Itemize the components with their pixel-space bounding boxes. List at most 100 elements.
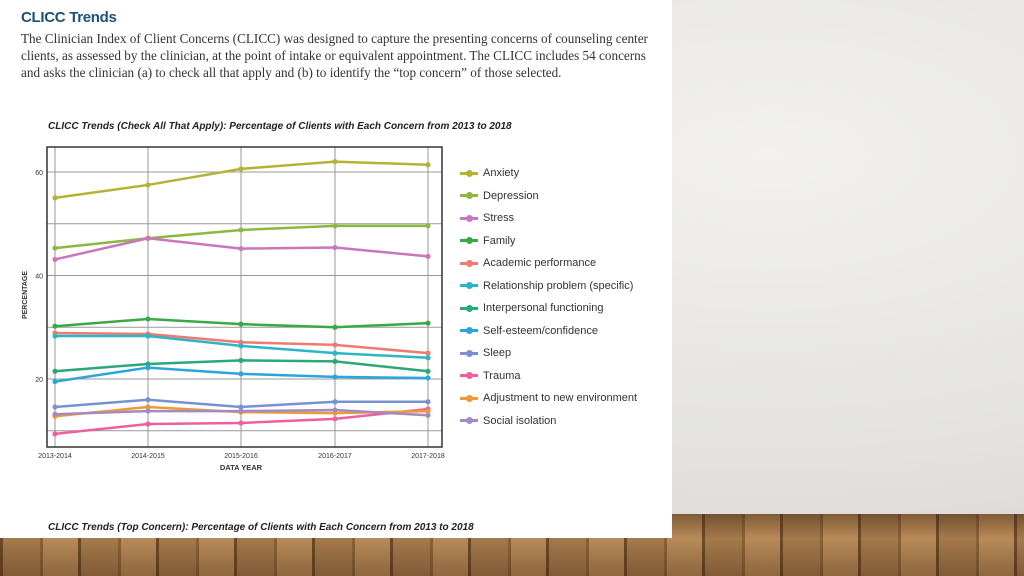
data-point bbox=[425, 375, 431, 381]
data-point bbox=[52, 256, 58, 263]
legend-item: Adjustment to new environment bbox=[460, 392, 637, 404]
data-point bbox=[238, 321, 244, 327]
legend-item: Interpersonal functioning bbox=[460, 302, 603, 314]
data-point bbox=[332, 416, 338, 422]
legend-swatch-icon bbox=[460, 327, 478, 334]
data-point bbox=[238, 343, 244, 349]
legend-item: Sleep bbox=[460, 347, 511, 359]
data-point bbox=[425, 412, 431, 418]
data-point bbox=[332, 374, 338, 380]
legend-swatch-icon bbox=[460, 349, 478, 357]
data-point bbox=[332, 244, 338, 251]
data-point bbox=[52, 333, 58, 339]
data-point bbox=[52, 368, 58, 374]
legend-swatch-icon bbox=[460, 417, 478, 424]
data-point bbox=[425, 162, 431, 168]
data-point bbox=[332, 407, 338, 413]
data-point bbox=[52, 195, 58, 201]
legend-item: Anxiety bbox=[460, 167, 519, 179]
x-tick-label: 2013-2014 bbox=[38, 453, 72, 460]
x-axis-label: DATA YEAR bbox=[220, 463, 263, 472]
legend-swatch-icon bbox=[460, 192, 478, 199]
legend-label: Anxiety bbox=[483, 167, 520, 179]
y-tick-label: 20 bbox=[35, 377, 43, 384]
data-point bbox=[238, 371, 244, 377]
data-point bbox=[145, 365, 151, 371]
legend-swatch-icon bbox=[460, 237, 478, 244]
data-point bbox=[238, 245, 244, 252]
intro-paragraph: The Clinician Index of Client Concerns (… bbox=[21, 31, 648, 80]
legend-swatch-icon bbox=[460, 214, 478, 222]
legend-label: Academic performance bbox=[483, 257, 597, 269]
slide-content-panel: CLICC Trends The Clinician Index of Clie… bbox=[0, 0, 672, 538]
data-point bbox=[238, 420, 244, 426]
data-point bbox=[332, 350, 338, 356]
legend-item: Self-esteem/confidence bbox=[460, 325, 598, 337]
legend-label: Depression bbox=[483, 189, 539, 202]
x-tick-label: 2017-2018 bbox=[411, 453, 445, 460]
data-point bbox=[145, 182, 151, 188]
data-point bbox=[238, 408, 244, 414]
slide-title: CLICC Trends bbox=[21, 9, 117, 26]
legend-item: Trauma bbox=[460, 370, 521, 382]
y-tick-label: 40 bbox=[35, 274, 43, 281]
legend-swatch-icon bbox=[460, 372, 478, 379]
y-axis-label: PERCENTAGE bbox=[22, 271, 29, 319]
data-point bbox=[425, 368, 431, 374]
data-point bbox=[145, 361, 151, 367]
data-point bbox=[332, 223, 338, 229]
data-point bbox=[425, 399, 431, 405]
data-point bbox=[52, 323, 58, 329]
legend-label: Social isolation bbox=[483, 414, 557, 427]
legend-label: Sleep bbox=[483, 347, 512, 359]
data-point bbox=[52, 431, 58, 437]
legend-label: Family bbox=[483, 234, 516, 247]
x-tick-label: 2015-2016 bbox=[224, 453, 258, 460]
legend-label: Stress bbox=[483, 212, 515, 224]
data-point bbox=[425, 408, 431, 414]
legend-swatch-icon bbox=[460, 304, 478, 312]
legend-item: Academic performance bbox=[460, 257, 596, 269]
legend-label: Interpersonal functioning bbox=[483, 302, 604, 314]
legend-swatch-icon bbox=[460, 394, 478, 402]
data-point bbox=[332, 399, 338, 405]
data-point bbox=[145, 408, 151, 414]
x-tick-label: 2014-2015 bbox=[131, 453, 165, 460]
legend-swatch-icon bbox=[460, 282, 478, 289]
legend-swatch-icon bbox=[460, 169, 478, 177]
data-point bbox=[145, 421, 151, 427]
data-point bbox=[425, 320, 431, 326]
legend-item: Social isolation bbox=[460, 415, 556, 427]
legend-label: Self-esteem/confidence bbox=[483, 324, 598, 337]
x-tick-label: 2016-2017 bbox=[318, 453, 352, 460]
data-point bbox=[238, 227, 244, 233]
data-point bbox=[332, 324, 338, 330]
data-point bbox=[145, 404, 151, 410]
second-chart-title: CLICC Trends (Top Concern): Percentage o… bbox=[48, 522, 474, 533]
legend-swatch-icon bbox=[460, 259, 478, 267]
y-tick-label: 60 bbox=[35, 170, 43, 177]
chart-title: CLICC Trends (Check All That Apply): Per… bbox=[48, 121, 512, 132]
data-point bbox=[425, 350, 431, 356]
data-point bbox=[145, 316, 151, 322]
line-chart: 20 40 60 2013-2014 2014-2015 2015-2016 2016-20… bbox=[22, 146, 445, 472]
data-point bbox=[425, 223, 431, 229]
legend-label: Adjustment to new environment bbox=[483, 392, 638, 404]
data-point bbox=[425, 253, 431, 259]
data-point bbox=[52, 411, 58, 417]
legend-item: Stress bbox=[460, 212, 514, 224]
data-point bbox=[238, 339, 244, 345]
data-point bbox=[238, 357, 244, 363]
data-point bbox=[238, 404, 244, 410]
data-point bbox=[145, 397, 151, 403]
plot-frame bbox=[46, 146, 443, 448]
data-point bbox=[238, 166, 244, 172]
data-point bbox=[52, 404, 58, 410]
legend-item: Relationship problem (specific) bbox=[460, 280, 633, 292]
data-point bbox=[52, 378, 58, 385]
legend-label: Trauma bbox=[483, 369, 521, 382]
data-point bbox=[332, 342, 338, 348]
data-point bbox=[425, 355, 431, 361]
legend-item: Depression bbox=[460, 190, 539, 202]
legend-label: Relationship problem (specific) bbox=[483, 279, 634, 292]
